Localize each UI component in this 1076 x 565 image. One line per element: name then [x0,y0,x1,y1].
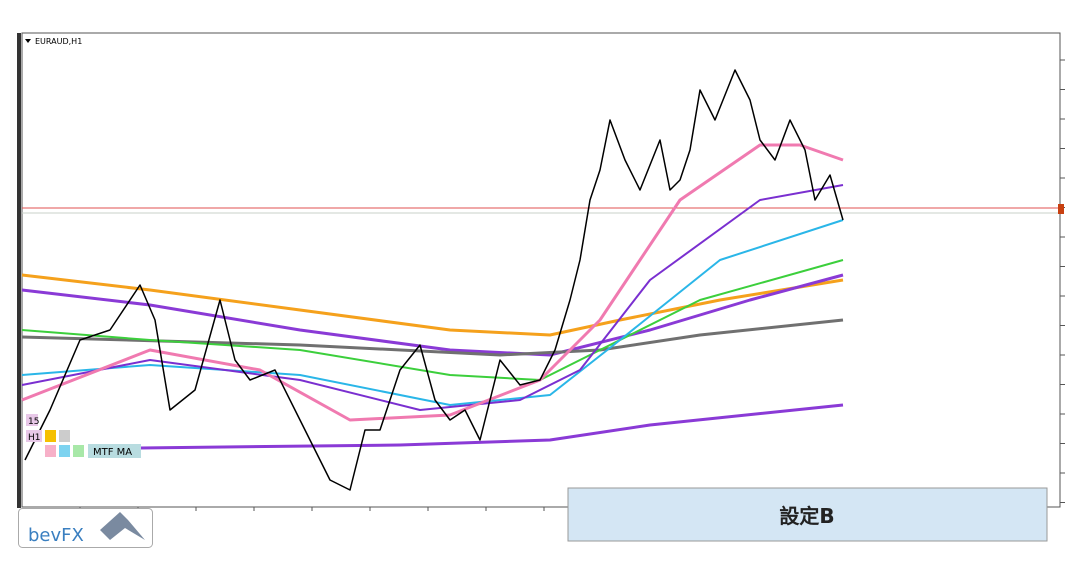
tf-badge [26,414,38,426]
price-marker [1058,204,1064,214]
indicator-name: MTF MA [93,447,132,458]
swatch [73,445,84,457]
symbol-label: EURAUD,H1 [35,37,82,46]
caption: 設定B [779,504,834,528]
ma-violet [21,184,844,411]
logo-text: bevFX [28,525,84,546]
swatch [45,445,56,457]
ma-orange [21,273,844,337]
tf-badge [26,430,42,442]
price-line [24,69,844,491]
price-scale [1060,59,1065,503]
ma-purple [21,273,844,357]
swatch [45,430,56,442]
swatch [59,445,70,457]
tf-label: 15 [28,417,39,427]
caption-box [567,487,1048,542]
logo-bird [100,512,145,540]
ma-cyan [21,219,844,406]
ma-gray [21,318,844,357]
tf-label: H1 [28,433,41,443]
left-border [17,33,21,508]
menu-arrow [25,39,31,43]
indicator-box [88,444,141,458]
swatch [59,430,70,442]
plot-area [21,32,1061,508]
